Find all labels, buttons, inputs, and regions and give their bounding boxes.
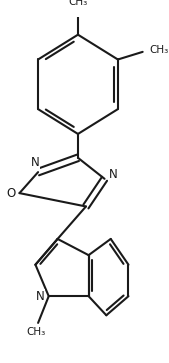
Text: N: N <box>109 168 118 180</box>
Text: CH₃: CH₃ <box>27 327 46 338</box>
Text: O: O <box>6 187 15 200</box>
Text: CH₃: CH₃ <box>68 0 88 7</box>
Text: N: N <box>35 290 44 303</box>
Text: CH₃: CH₃ <box>150 45 169 55</box>
Text: N: N <box>31 156 40 169</box>
